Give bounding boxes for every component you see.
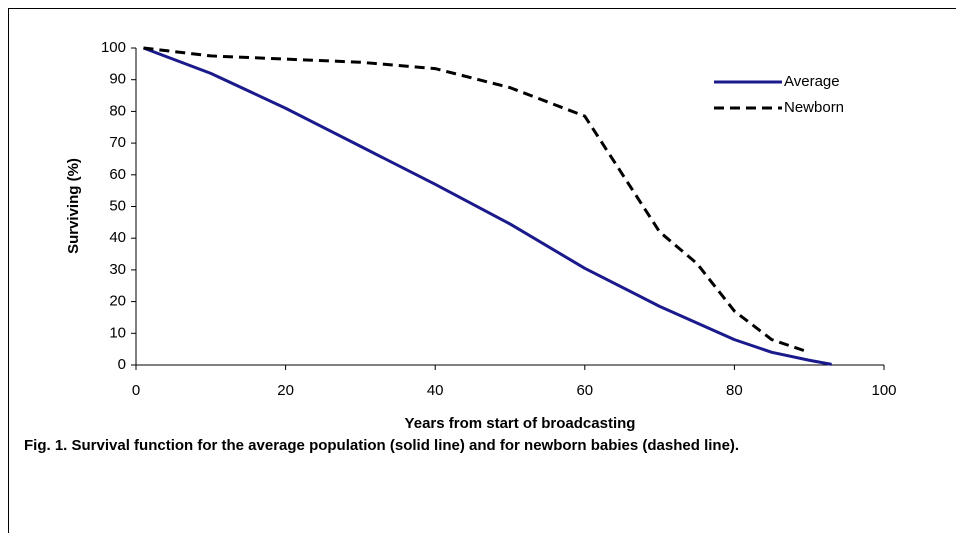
series-line (143, 46, 810, 354)
y-tick-label: 40 (109, 229, 126, 246)
y-tick-label: 50 (109, 197, 126, 214)
y-tick-label: 70 (109, 134, 126, 151)
x-tick-label: 80 (726, 382, 743, 399)
x-axis-label: Years from start of broadcasting (405, 415, 636, 432)
y-tick-label: 100 (101, 39, 126, 56)
y-tick-label: 80 (109, 102, 126, 119)
x-tick-label: 20 (277, 382, 294, 399)
x-tick-label: 0 (132, 382, 140, 399)
caption: Fig. 1. Survival function for the averag… (24, 437, 740, 454)
legend-label: Average (784, 73, 840, 90)
legend-label: Newborn (784, 99, 844, 116)
frame (8, 8, 956, 533)
y-tick-label: 0 (118, 356, 126, 373)
y-tick-label: 90 (109, 71, 126, 88)
x-tick-label: 100 (871, 382, 896, 399)
x-tick-label: 40 (427, 382, 444, 399)
y-tick-label: 30 (109, 261, 126, 278)
series-line (142, 46, 832, 366)
y-tick-label: 10 (109, 324, 126, 341)
y-tick-label: 20 (109, 293, 126, 310)
y-tick-label: 60 (109, 166, 126, 183)
y-axis-label: Surviving (%) (65, 158, 82, 254)
x-tick-label: 60 (576, 382, 593, 399)
